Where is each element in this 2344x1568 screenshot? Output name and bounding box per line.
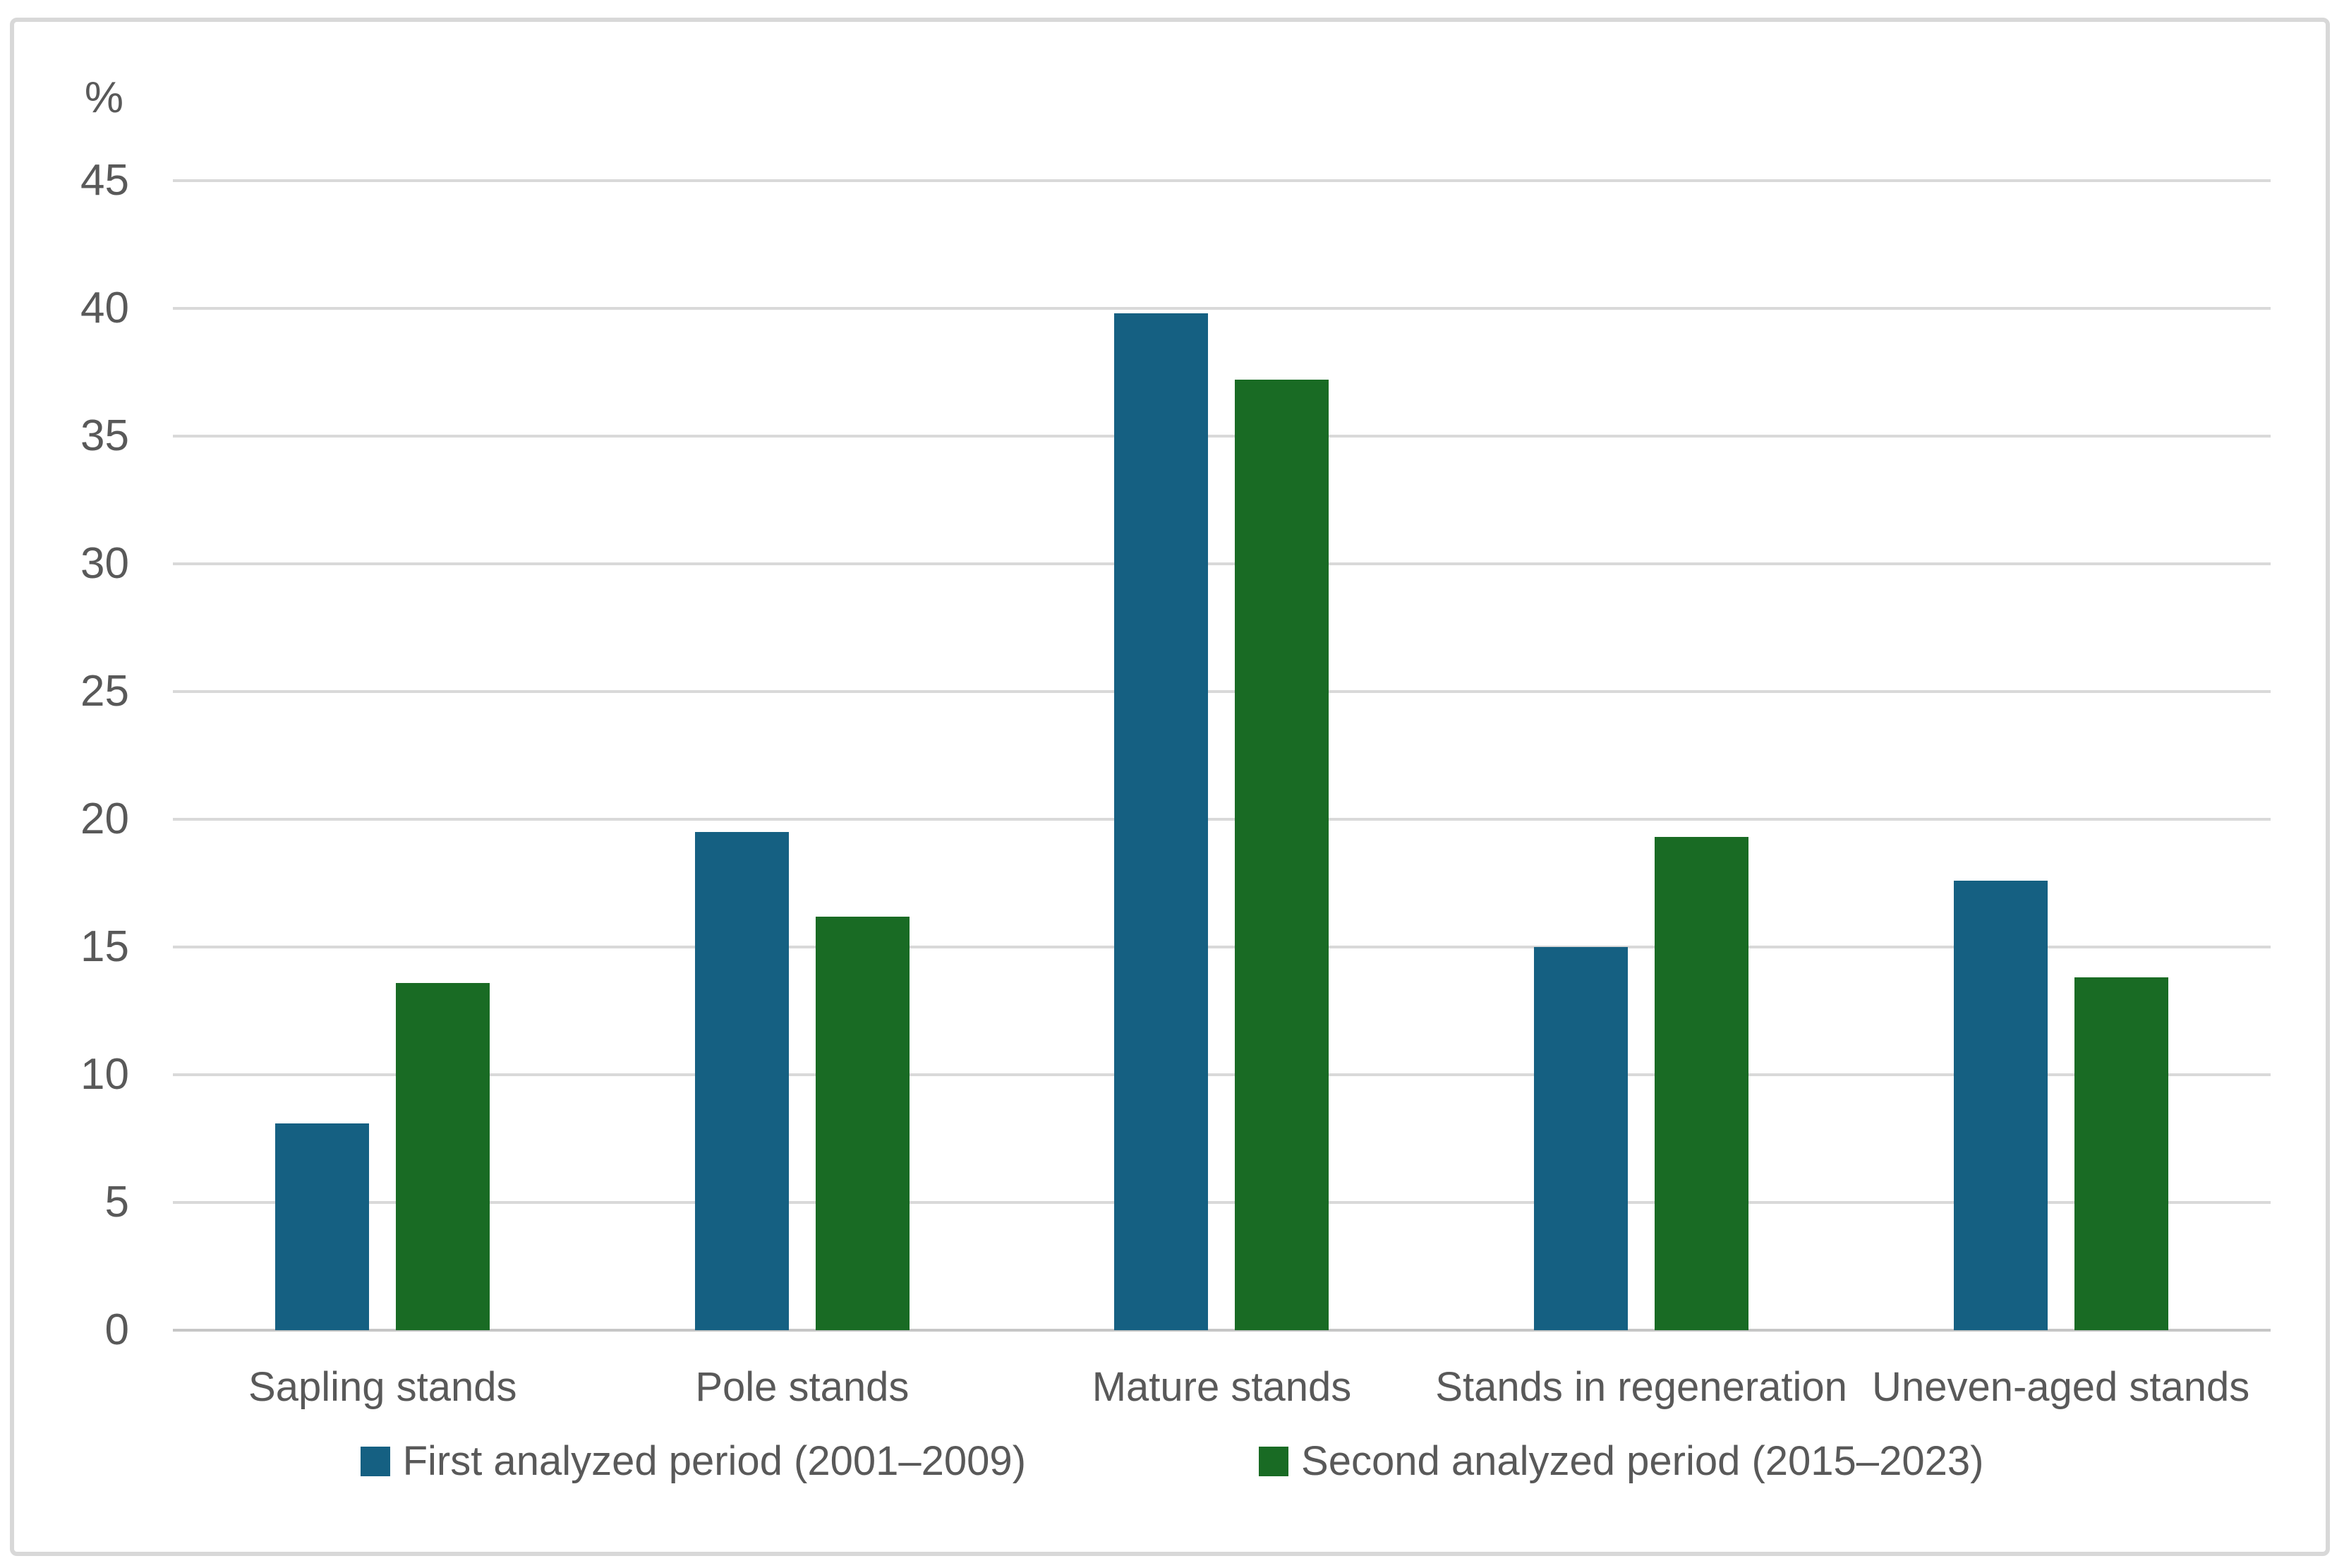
bar-second-period: [1235, 380, 1329, 1330]
y-gridline: [173, 307, 2271, 310]
bar-first-period: [1114, 313, 1209, 1330]
x-axis-line: [173, 1329, 2271, 1332]
legend-marker-first-period: [360, 1447, 390, 1476]
y-axis-tick-label: 25: [80, 667, 129, 716]
bar-group: Sapling stands: [173, 181, 593, 1408]
y-gridline: [173, 946, 2271, 949]
bar-second-period: [2074, 977, 2168, 1330]
bar-group: Pole stands: [593, 181, 1013, 1408]
x-axis-category-label: Sapling stands: [248, 1364, 517, 1410]
y-gridline: [173, 179, 2271, 182]
y-axis-tick-label: 5: [104, 1178, 129, 1226]
x-axis-category-label: Pole stands: [695, 1364, 910, 1410]
bar-first-period: [1534, 947, 1629, 1330]
y-axis-tick-label: 40: [80, 284, 129, 332]
y-gridline: [173, 435, 2271, 438]
x-axis-category-label: Uneven-aged stands: [1872, 1364, 2250, 1410]
bar-first-period: [275, 1123, 370, 1330]
x-axis-category-label: Mature stands: [1092, 1364, 1352, 1410]
y-gridline: [173, 562, 2271, 566]
legend: First analyzed period (2001–2009) Second …: [0, 1441, 2344, 1482]
y-gridline: [173, 1201, 2271, 1205]
plot-area: % 0 5 10 15 20 25 30 35 40 45 Sapling stands Pole s…: [80, 76, 2271, 1408]
y-axis-tick-label: 20: [80, 795, 129, 843]
legend-marker-second-period: [1259, 1447, 1289, 1476]
bar-first-period: [694, 832, 789, 1330]
y-axis-tick-label: 30: [80, 538, 129, 588]
y-gridline: [173, 1073, 2271, 1077]
y-axis-tick-label: 10: [80, 1050, 129, 1099]
bar-group: Mature stands: [1012, 181, 1432, 1408]
y-axis-tick-label: 0: [104, 1305, 129, 1354]
legend-item-second-period: Second analyzed period (2015–2023): [1259, 1441, 1983, 1482]
y-axis-tick-label: 15: [80, 922, 129, 971]
y-gridline: [173, 690, 2271, 693]
x-axis-category-label: Stands in regeneration: [1435, 1364, 1847, 1410]
bar-second-period: [1655, 837, 1749, 1330]
y-axis-tick-label: 45: [80, 156, 129, 205]
legend-item-first-period: First analyzed period (2001–2009): [360, 1438, 1027, 1484]
bar-group: Stands in regeneration: [1432, 181, 1851, 1408]
legend-label-second-period: Second analyzed period (2015–2023): [1301, 1438, 1984, 1484]
bar-group: Uneven-aged stands: [1851, 181, 2271, 1408]
bar-second-period: [396, 982, 490, 1330]
bar-first-period: [1953, 880, 2048, 1330]
legend-label-first-period: First analyzed period (2001–2009): [402, 1438, 1027, 1484]
y-axis-unit-label: %: [84, 73, 123, 122]
bar-second-period: [815, 916, 910, 1330]
y-axis-tick-label: 35: [80, 411, 129, 460]
y-gridline: [173, 818, 2271, 821]
